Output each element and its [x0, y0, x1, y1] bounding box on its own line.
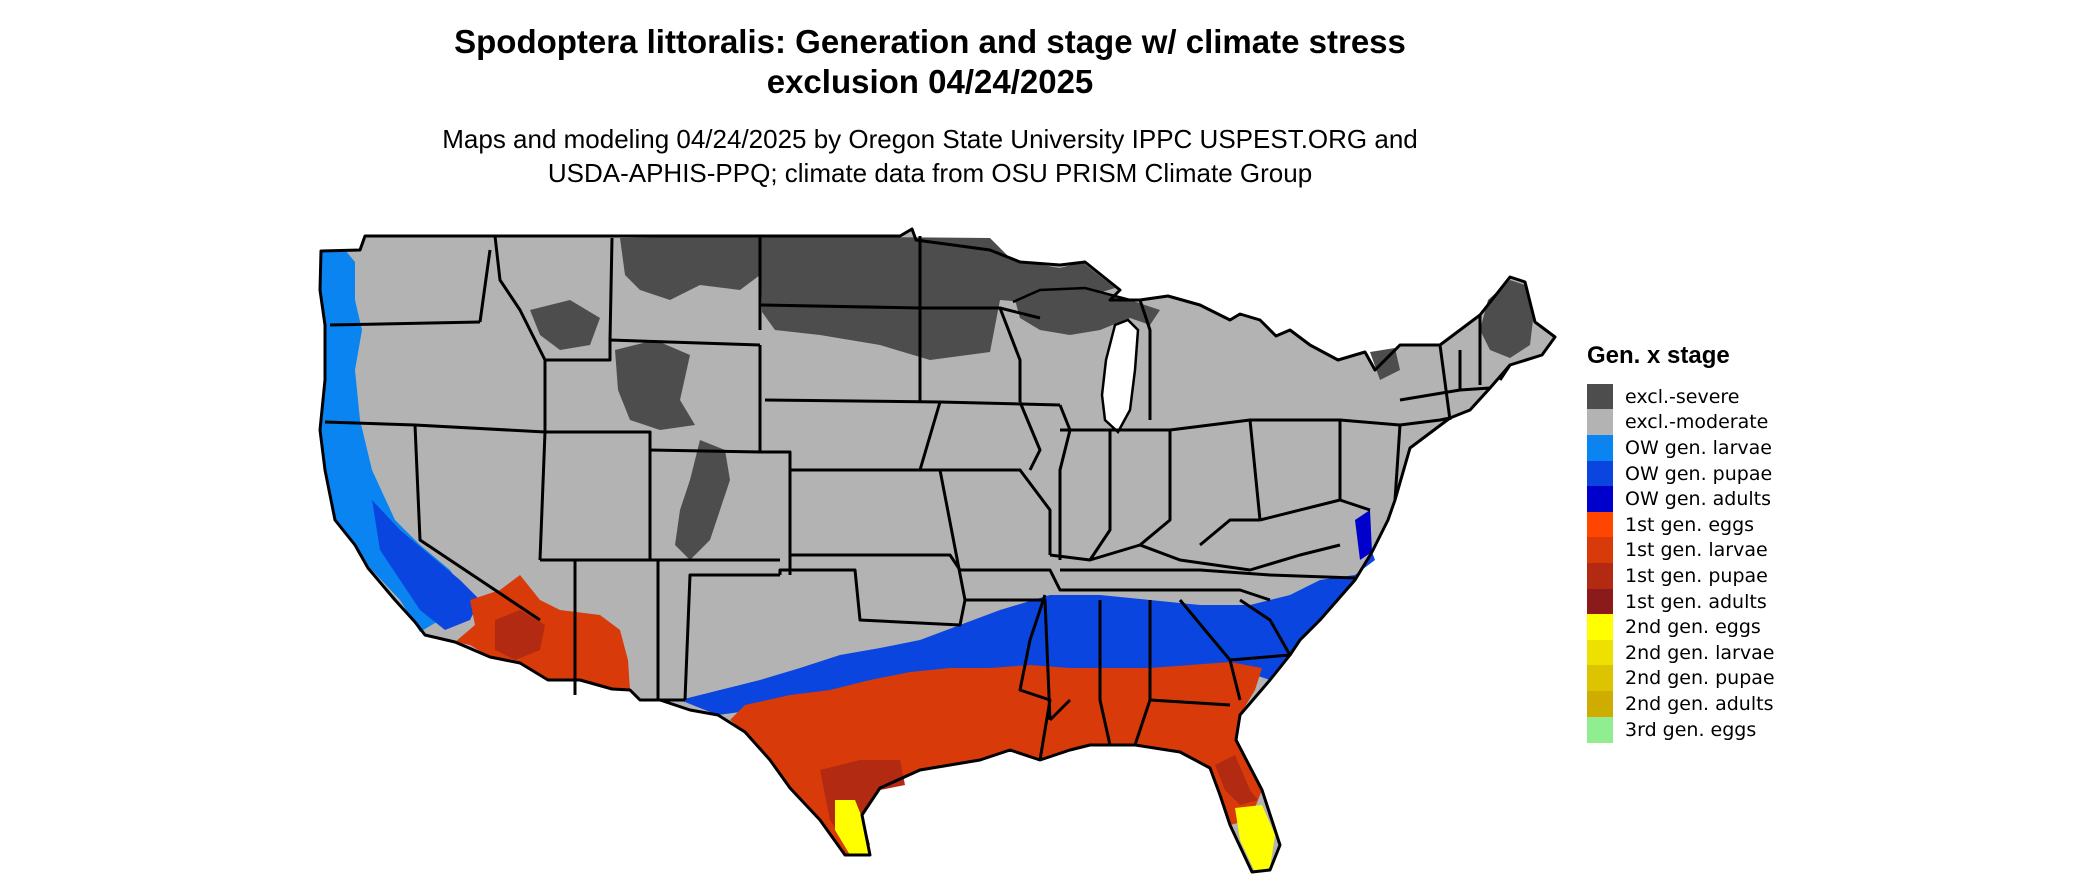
legend-item: 1st gen. pupae: [1587, 562, 1775, 589]
west-coast-ow-pupae: [372, 500, 480, 630]
legend-label: 1st gen. pupae: [1625, 564, 1768, 587]
legend-item: OW gen. adults: [1587, 486, 1775, 513]
texas-2nd-gen-eggs: [835, 800, 870, 855]
legend-item: 2nd gen. eggs: [1587, 614, 1775, 641]
legend-label: OW gen. pupae: [1625, 462, 1773, 485]
legend-label: excl.-moderate: [1625, 411, 1769, 434]
lake-michigan: [1102, 320, 1138, 432]
legend-label: OW gen. larvae: [1625, 436, 1772, 459]
legend-swatch: [1587, 460, 1613, 487]
us-map: [318, 227, 1557, 874]
legend-item: excl.-severe: [1587, 383, 1775, 410]
legend-item: 2nd gen. adults: [1587, 690, 1775, 717]
legend-label: 3rd gen. eggs: [1625, 718, 1757, 741]
legend-swatch: [1587, 562, 1613, 589]
legend-swatch: [1587, 434, 1613, 461]
legend-swatch: [1587, 716, 1613, 743]
legend-swatch: [1587, 409, 1613, 436]
map-subtitle-line1: Maps and modeling 04/24/2025 by Oregon S…: [442, 124, 1418, 154]
legend-label: 2nd gen. eggs: [1625, 616, 1761, 639]
legend-swatch: [1587, 588, 1613, 615]
legend-label: excl.-severe: [1625, 385, 1740, 408]
map-subtitle-line2: USDA-APHIS-PPQ; climate data from OSU PR…: [547, 158, 1313, 188]
legend-swatch: [1587, 383, 1613, 410]
legend-item: excl.-moderate: [1587, 409, 1775, 436]
legend-item: 1st gen. eggs: [1587, 511, 1775, 538]
legend-swatch: [1587, 511, 1613, 538]
west-coast-ow: [320, 250, 470, 632]
state-boundaries: [318, 227, 1557, 874]
legend-item: 2nd gen. larvae: [1587, 639, 1775, 666]
legend-swatch: [1587, 614, 1613, 641]
florida-1st-gen-pupae: [1215, 755, 1258, 805]
legend-item: OW gen. larvae: [1587, 434, 1775, 461]
legend-label: 1st gen. larvae: [1625, 539, 1768, 562]
legend-label: 2nd gen. larvae: [1625, 641, 1775, 664]
legend-swatch: [1587, 639, 1613, 666]
legend-label: 2nd gen. adults: [1625, 692, 1774, 715]
severe-regions: [530, 236, 1533, 560]
florida-2nd-gen-eggs: [1235, 805, 1275, 872]
legend-label: 2nd gen. pupae: [1625, 667, 1775, 690]
southwest-1st-gen-pupae: [495, 610, 545, 660]
map-title-line2: exclusion 04/24/2025: [766, 63, 1094, 100]
legend-item: OW gen. pupae: [1587, 460, 1775, 487]
map-title: Spodoptera littoralis: Generation and st…: [0, 22, 1860, 102]
south-ow-band: [680, 552, 1375, 715]
map-title-line1: Spodoptera littoralis: Generation and st…: [454, 23, 1406, 60]
legend-item: 3rd gen. eggs: [1587, 716, 1775, 743]
east-coast-ow: [1355, 510, 1372, 560]
legend-item: 2nd gen. pupae: [1587, 665, 1775, 692]
legend-swatch: [1587, 486, 1613, 513]
legend-label: 1st gen. eggs: [1625, 513, 1755, 536]
legend-swatch: [1587, 690, 1613, 717]
legend-swatch: [1587, 537, 1613, 564]
legend-label: OW gen. adults: [1625, 488, 1772, 511]
legend-items: excl.-severe excl.-moderate OW gen. larvae…: [1587, 383, 1775, 743]
legend-item: 1st gen. larvae: [1587, 537, 1775, 564]
legend-title: Gen. x stage: [1587, 342, 1730, 369]
legend: Gen. x stage excl.-severe excl.-moderate O…: [1587, 342, 1775, 743]
legend-label: 1st gen. adults: [1625, 590, 1767, 613]
legend-item: 1st gen. adults: [1587, 588, 1775, 615]
great-lakes-outline: [1012, 286, 1140, 435]
legend-swatch: [1587, 665, 1613, 692]
map-subtitle: Maps and modeling 04/24/2025 by Oregon S…: [0, 122, 1860, 190]
